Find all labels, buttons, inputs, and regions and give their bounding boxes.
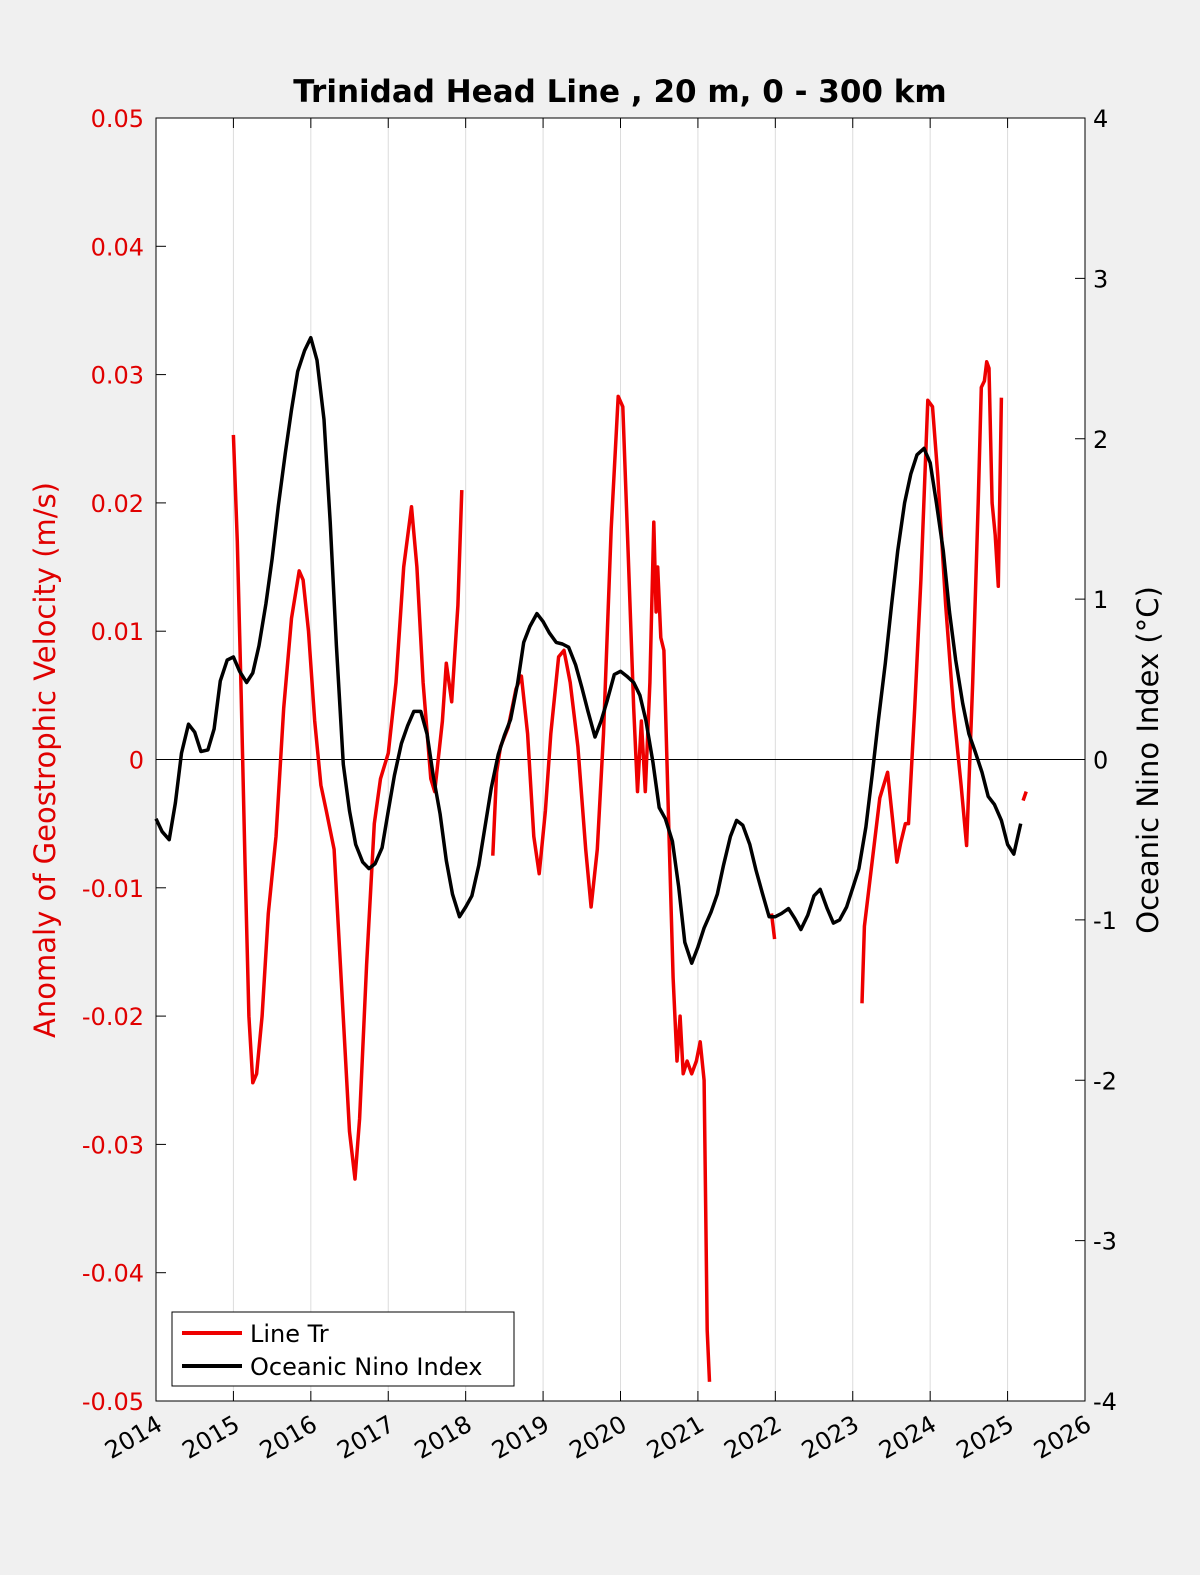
x-tick-label-2016: 2016 (255, 1410, 322, 1465)
chart-title: Trinidad Head Line , 20 m, 0 - 300 km (293, 74, 946, 110)
series-layer (154, 335, 1028, 1382)
y-left-tick-label--0.04: -0.04 (82, 1260, 144, 1288)
y-right-tick-label--2: -2 (1093, 1067, 1117, 1095)
x-tick-label-2018: 2018 (410, 1410, 477, 1465)
right-axis: 4 3 2 1 0 -1 -2 -3 -4 (1075, 105, 1117, 1416)
x-tick-label-2014: 2014 (100, 1410, 167, 1465)
y-right-tick-label-0: 0 (1093, 747, 1108, 775)
y-axis-left-label: Anomaly of Geostrophic Velocity (m/s) (28, 482, 62, 1038)
y-right-tick-label--3: -3 (1093, 1228, 1117, 1256)
x-tick-label-2023: 2023 (797, 1410, 864, 1465)
y-right-tick-label-2: 2 (1093, 426, 1108, 454)
x-tick-label-2019: 2019 (487, 1410, 554, 1465)
series-line-tr-segment-3 (860, 360, 1004, 1004)
x-tick-label-2020: 2020 (565, 1410, 632, 1465)
legend-label-oni: Oceanic Nino Index (250, 1353, 482, 1381)
y-right-tick-label-1: 1 (1093, 586, 1108, 614)
left-axis: 0.05 0.04 0.03 0.02 0.01 0 -0.01 -0.02 -0.03 -0.0… (82, 105, 166, 1416)
y-left-tick-label-0.04: 0.04 (91, 233, 144, 261)
y-left-tick-label-0.03: 0.03 (91, 362, 144, 390)
y-right-tick-label-3: 3 (1093, 265, 1108, 293)
y-left-tick-label--0.05: -0.05 (82, 1388, 144, 1416)
x-tick-label-2026: 2026 (1029, 1410, 1096, 1465)
y-right-tick-label--4: -4 (1093, 1388, 1117, 1416)
y-axis-right-label: Oceanic Nino Index (°C) (1131, 586, 1165, 934)
y-right-tick-label--1: -1 (1093, 907, 1117, 935)
x-tick-label-2022: 2022 (719, 1410, 786, 1465)
x-tick-label-2025: 2025 (952, 1410, 1019, 1465)
x-tick-label-2024: 2024 (874, 1410, 941, 1465)
y-left-tick-label-0.01: 0.01 (91, 618, 144, 646)
x-tick-label-2021: 2021 (642, 1410, 709, 1465)
series-line-tr-segment-4 (1021, 791, 1028, 802)
legend-label-line-tr: Line Tr (250, 1320, 329, 1348)
x-tick-label-2015: 2015 (178, 1410, 245, 1465)
series-line-tr-segment-1 (491, 394, 712, 1382)
y-right-tick-label-4: 4 (1093, 105, 1108, 133)
y-left-tick-label--0.01: -0.01 (82, 875, 144, 903)
legend: Line Tr Oceanic Nino Index (171, 1311, 515, 1387)
y-left-tick-label--0.02: -0.02 (82, 1003, 144, 1031)
y-left-tick-label-0.02: 0.02 (91, 490, 144, 518)
y-left-tick-label--0.03: -0.03 (82, 1131, 144, 1159)
series-oceanic-nino-index-segment-0 (154, 335, 1023, 965)
y-left-tick-label-0: 0 (129, 747, 144, 775)
x-tick-label-2017: 2017 (332, 1410, 399, 1465)
legend-box (171, 1311, 515, 1387)
y-left-tick-label-0.05: 0.05 (91, 105, 144, 133)
